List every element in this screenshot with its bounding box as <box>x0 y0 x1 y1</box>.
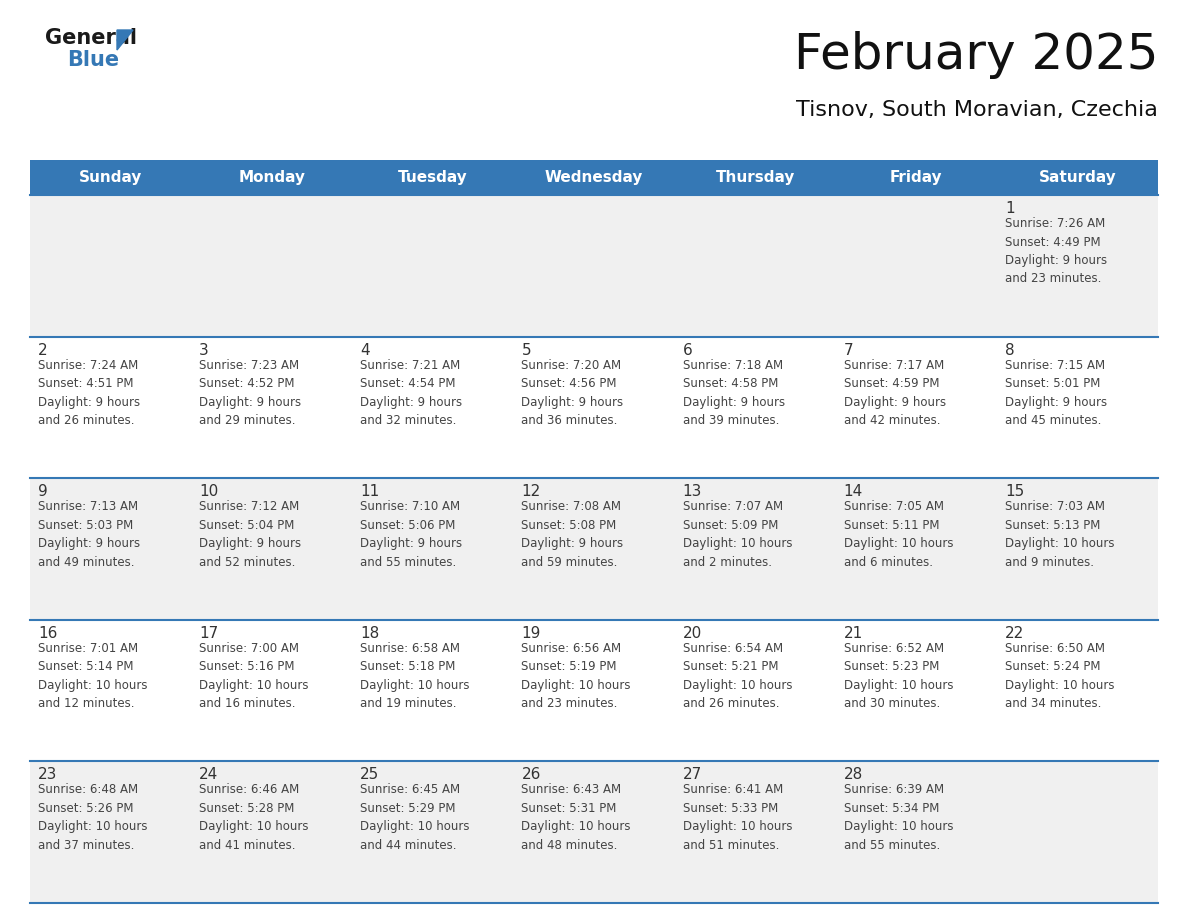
Text: Thursday: Thursday <box>715 170 795 185</box>
Bar <box>30 337 1158 478</box>
Text: 23: 23 <box>38 767 57 782</box>
Text: Wednesday: Wednesday <box>545 170 643 185</box>
Text: 7: 7 <box>843 342 853 358</box>
Bar <box>30 761 1158 903</box>
Polygon shape <box>116 30 133 50</box>
Text: 6: 6 <box>683 342 693 358</box>
Text: General: General <box>45 28 137 48</box>
Text: Sunrise: 7:12 AM
Sunset: 5:04 PM
Daylight: 9 hours
and 52 minutes.: Sunrise: 7:12 AM Sunset: 5:04 PM Dayligh… <box>200 500 302 568</box>
Text: Monday: Monday <box>239 170 305 185</box>
Text: Sunrise: 7:24 AM
Sunset: 4:51 PM
Daylight: 9 hours
and 26 minutes.: Sunrise: 7:24 AM Sunset: 4:51 PM Dayligh… <box>38 359 140 427</box>
Text: 1: 1 <box>1005 201 1015 216</box>
Text: 17: 17 <box>200 626 219 641</box>
Text: Friday: Friday <box>890 170 942 185</box>
Text: 14: 14 <box>843 484 862 499</box>
Text: Sunday: Sunday <box>78 170 143 185</box>
Text: Sunrise: 6:50 AM
Sunset: 5:24 PM
Daylight: 10 hours
and 34 minutes.: Sunrise: 6:50 AM Sunset: 5:24 PM Dayligh… <box>1005 642 1114 711</box>
Text: Sunrise: 7:03 AM
Sunset: 5:13 PM
Daylight: 10 hours
and 9 minutes.: Sunrise: 7:03 AM Sunset: 5:13 PM Dayligh… <box>1005 500 1114 568</box>
Text: 11: 11 <box>360 484 379 499</box>
Text: 5: 5 <box>522 342 531 358</box>
Text: 3: 3 <box>200 342 209 358</box>
Text: 15: 15 <box>1005 484 1024 499</box>
Text: Sunrise: 7:01 AM
Sunset: 5:14 PM
Daylight: 10 hours
and 12 minutes.: Sunrise: 7:01 AM Sunset: 5:14 PM Dayligh… <box>38 642 147 711</box>
Text: 27: 27 <box>683 767 702 782</box>
Text: Tuesday: Tuesday <box>398 170 468 185</box>
Text: 25: 25 <box>360 767 379 782</box>
Text: Sunrise: 7:13 AM
Sunset: 5:03 PM
Daylight: 9 hours
and 49 minutes.: Sunrise: 7:13 AM Sunset: 5:03 PM Dayligh… <box>38 500 140 568</box>
Text: 28: 28 <box>843 767 862 782</box>
Text: 20: 20 <box>683 626 702 641</box>
Text: Sunrise: 7:15 AM
Sunset: 5:01 PM
Daylight: 9 hours
and 45 minutes.: Sunrise: 7:15 AM Sunset: 5:01 PM Dayligh… <box>1005 359 1107 427</box>
Text: Sunrise: 7:05 AM
Sunset: 5:11 PM
Daylight: 10 hours
and 6 minutes.: Sunrise: 7:05 AM Sunset: 5:11 PM Dayligh… <box>843 500 953 568</box>
Text: Sunrise: 7:00 AM
Sunset: 5:16 PM
Daylight: 10 hours
and 16 minutes.: Sunrise: 7:00 AM Sunset: 5:16 PM Dayligh… <box>200 642 309 711</box>
Text: Sunrise: 7:26 AM
Sunset: 4:49 PM
Daylight: 9 hours
and 23 minutes.: Sunrise: 7:26 AM Sunset: 4:49 PM Dayligh… <box>1005 217 1107 285</box>
Text: Sunrise: 7:23 AM
Sunset: 4:52 PM
Daylight: 9 hours
and 29 minutes.: Sunrise: 7:23 AM Sunset: 4:52 PM Dayligh… <box>200 359 302 427</box>
Text: Sunrise: 6:58 AM
Sunset: 5:18 PM
Daylight: 10 hours
and 19 minutes.: Sunrise: 6:58 AM Sunset: 5:18 PM Dayligh… <box>360 642 469 711</box>
Text: Sunrise: 7:10 AM
Sunset: 5:06 PM
Daylight: 9 hours
and 55 minutes.: Sunrise: 7:10 AM Sunset: 5:06 PM Dayligh… <box>360 500 462 568</box>
Text: Sunrise: 6:43 AM
Sunset: 5:31 PM
Daylight: 10 hours
and 48 minutes.: Sunrise: 6:43 AM Sunset: 5:31 PM Dayligh… <box>522 783 631 852</box>
Bar <box>30 478 1158 620</box>
Text: Sunrise: 6:56 AM
Sunset: 5:19 PM
Daylight: 10 hours
and 23 minutes.: Sunrise: 6:56 AM Sunset: 5:19 PM Dayligh… <box>522 642 631 711</box>
Text: 4: 4 <box>360 342 369 358</box>
Text: 13: 13 <box>683 484 702 499</box>
Text: 26: 26 <box>522 767 541 782</box>
Text: Sunrise: 6:46 AM
Sunset: 5:28 PM
Daylight: 10 hours
and 41 minutes.: Sunrise: 6:46 AM Sunset: 5:28 PM Dayligh… <box>200 783 309 852</box>
Text: Sunrise: 6:52 AM
Sunset: 5:23 PM
Daylight: 10 hours
and 30 minutes.: Sunrise: 6:52 AM Sunset: 5:23 PM Dayligh… <box>843 642 953 711</box>
Bar <box>30 160 1158 195</box>
Text: 24: 24 <box>200 767 219 782</box>
Text: Sunrise: 6:54 AM
Sunset: 5:21 PM
Daylight: 10 hours
and 26 minutes.: Sunrise: 6:54 AM Sunset: 5:21 PM Dayligh… <box>683 642 792 711</box>
Text: 18: 18 <box>360 626 379 641</box>
Text: Saturday: Saturday <box>1038 170 1117 185</box>
Text: Sunrise: 6:39 AM
Sunset: 5:34 PM
Daylight: 10 hours
and 55 minutes.: Sunrise: 6:39 AM Sunset: 5:34 PM Dayligh… <box>843 783 953 852</box>
Text: Sunrise: 7:07 AM
Sunset: 5:09 PM
Daylight: 10 hours
and 2 minutes.: Sunrise: 7:07 AM Sunset: 5:09 PM Dayligh… <box>683 500 792 568</box>
Text: 8: 8 <box>1005 342 1015 358</box>
Bar <box>30 195 1158 337</box>
Text: Blue: Blue <box>67 50 119 70</box>
Text: Sunrise: 6:45 AM
Sunset: 5:29 PM
Daylight: 10 hours
and 44 minutes.: Sunrise: 6:45 AM Sunset: 5:29 PM Dayligh… <box>360 783 469 852</box>
Text: 12: 12 <box>522 484 541 499</box>
Text: 22: 22 <box>1005 626 1024 641</box>
Text: Sunrise: 7:21 AM
Sunset: 4:54 PM
Daylight: 9 hours
and 32 minutes.: Sunrise: 7:21 AM Sunset: 4:54 PM Dayligh… <box>360 359 462 427</box>
Text: 9: 9 <box>38 484 48 499</box>
Text: Sunrise: 7:17 AM
Sunset: 4:59 PM
Daylight: 9 hours
and 42 minutes.: Sunrise: 7:17 AM Sunset: 4:59 PM Dayligh… <box>843 359 946 427</box>
Text: 21: 21 <box>843 626 862 641</box>
Text: Sunrise: 7:20 AM
Sunset: 4:56 PM
Daylight: 9 hours
and 36 minutes.: Sunrise: 7:20 AM Sunset: 4:56 PM Dayligh… <box>522 359 624 427</box>
Bar <box>30 620 1158 761</box>
Text: Tisnov, South Moravian, Czechia: Tisnov, South Moravian, Czechia <box>796 100 1158 120</box>
Text: February 2025: February 2025 <box>794 31 1158 79</box>
Text: 10: 10 <box>200 484 219 499</box>
Text: Sunrise: 7:18 AM
Sunset: 4:58 PM
Daylight: 9 hours
and 39 minutes.: Sunrise: 7:18 AM Sunset: 4:58 PM Dayligh… <box>683 359 785 427</box>
Text: Sunrise: 6:48 AM
Sunset: 5:26 PM
Daylight: 10 hours
and 37 minutes.: Sunrise: 6:48 AM Sunset: 5:26 PM Dayligh… <box>38 783 147 852</box>
Text: 2: 2 <box>38 342 48 358</box>
Text: Sunrise: 6:41 AM
Sunset: 5:33 PM
Daylight: 10 hours
and 51 minutes.: Sunrise: 6:41 AM Sunset: 5:33 PM Dayligh… <box>683 783 792 852</box>
Text: 16: 16 <box>38 626 57 641</box>
Text: Sunrise: 7:08 AM
Sunset: 5:08 PM
Daylight: 9 hours
and 59 minutes.: Sunrise: 7:08 AM Sunset: 5:08 PM Dayligh… <box>522 500 624 568</box>
Text: 19: 19 <box>522 626 541 641</box>
